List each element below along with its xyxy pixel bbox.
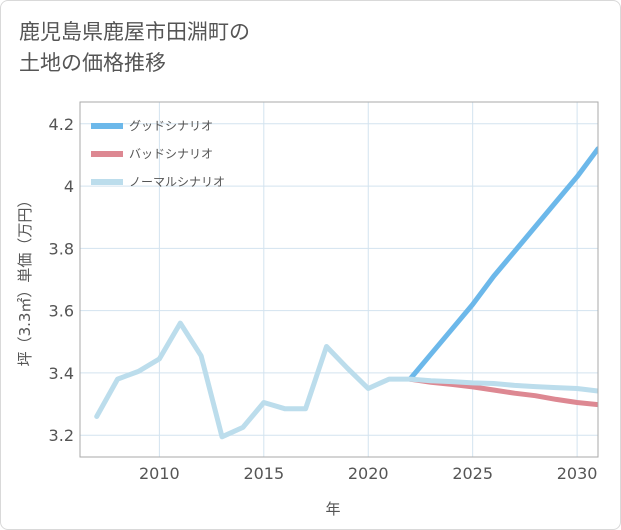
legend-item-good-label: グッドシナリオ (129, 119, 213, 133)
chart-title-line-2: 土地の価格推移 (19, 51, 166, 75)
y-tick-label: 3.8 (49, 239, 74, 258)
y-tick-label: 4.2 (49, 115, 74, 134)
y-axis-label: 坪（3.3㎡）単価（万円） (16, 193, 34, 367)
y-tick-label: 3.2 (49, 426, 74, 445)
x-axis-label: 年 (325, 500, 340, 518)
x-tick-label: 2020 (348, 464, 389, 483)
y-tick-label: 3.6 (49, 302, 74, 321)
grid-lines (80, 102, 598, 457)
x-tick-label: 2025 (452, 464, 493, 483)
axes: 2010 2015 2020 2025 2030 3.2 3.4 3.6 3.8 4 4.2 (49, 101, 599, 483)
legend-item-normal-label: ノーマルシナリオ (129, 175, 225, 189)
normal-scenario-line (94, 320, 598, 440)
chart-title-line-1: 鹿児島県鹿屋市田淵町の (19, 20, 250, 44)
plot-area (80, 102, 598, 457)
y-tick-label: 3.4 (49, 364, 74, 383)
good-scenario-line (407, 146, 598, 382)
x-tick-label: 2030 (557, 464, 598, 483)
chart-title: 鹿児島県鹿屋市田淵町の 土地の価格推移 (19, 17, 250, 79)
x-tick-label: 2010 (139, 464, 180, 483)
y-tick-label: 4 (64, 177, 74, 196)
x-tick-label: 2015 (243, 464, 284, 483)
plot-border (79, 101, 599, 458)
series-lines (94, 146, 598, 440)
legend-item-bad-label: バッドシナリオ (129, 147, 213, 161)
